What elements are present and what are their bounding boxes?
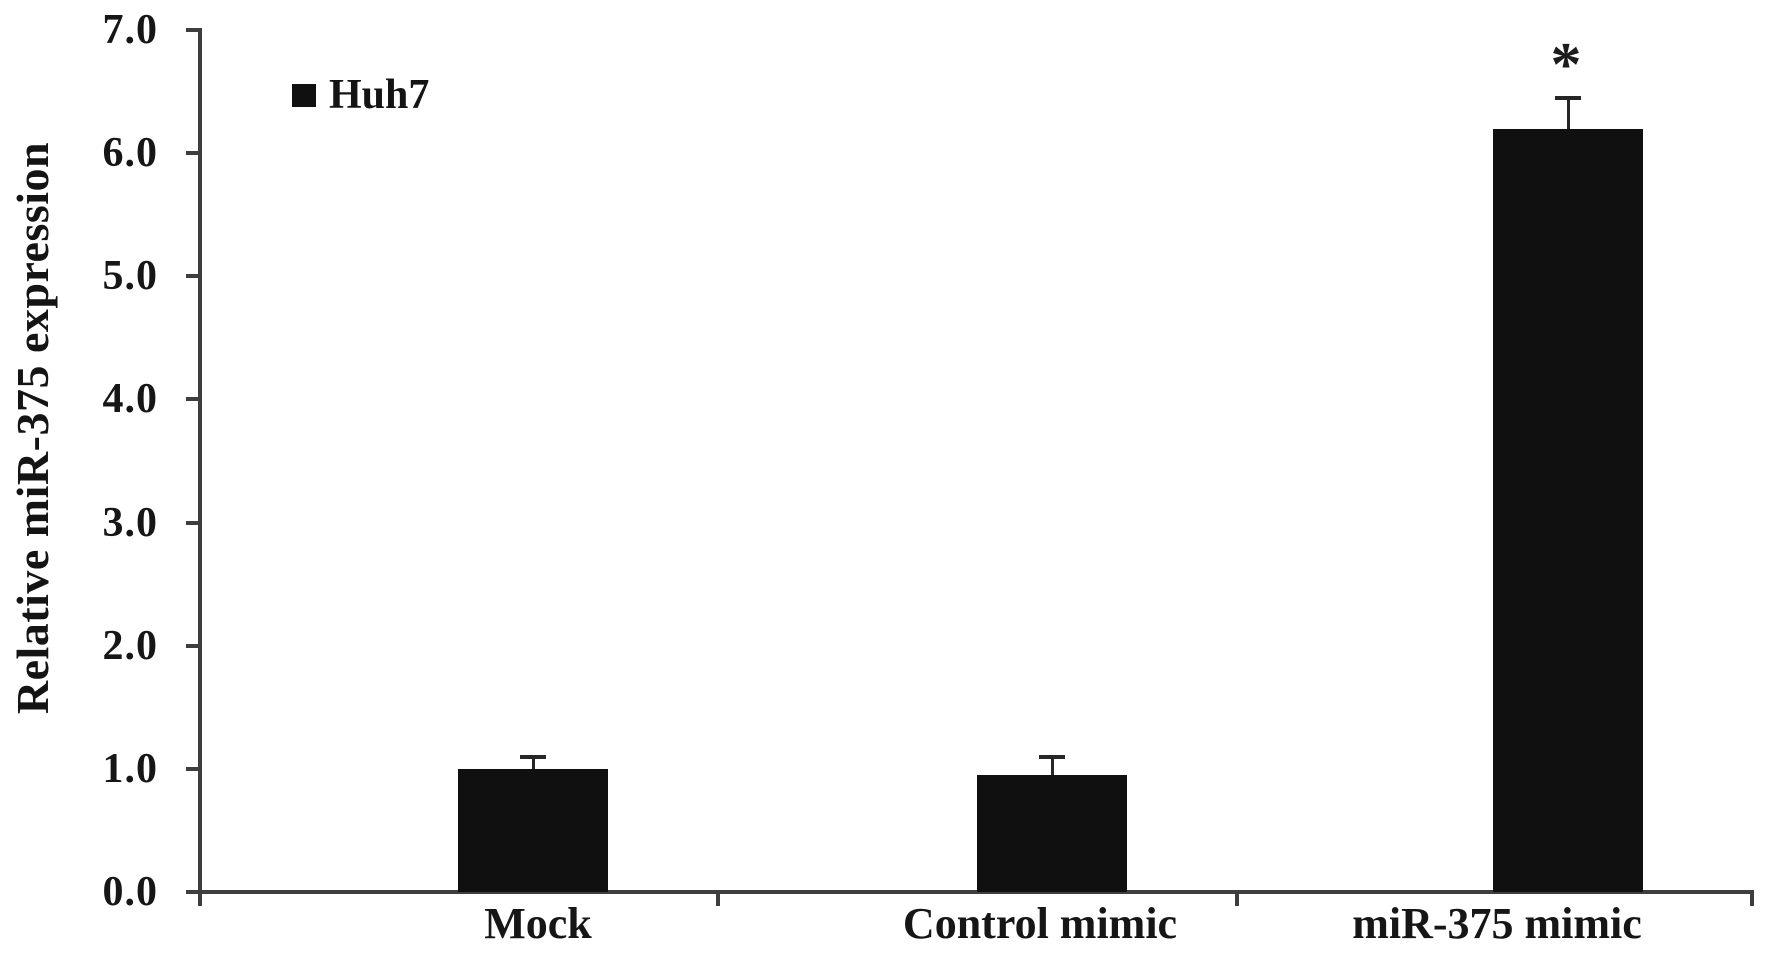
y-tick	[186, 766, 200, 771]
y-tick	[186, 643, 200, 648]
legend: Huh7	[292, 72, 429, 118]
y-tick-label: 7.0	[102, 7, 158, 53]
legend-square-marker-icon	[292, 83, 316, 107]
y-tick-label: 6.0	[102, 130, 158, 177]
x-category-label: miR-375 mimic	[1352, 899, 1642, 948]
y-tick	[186, 151, 200, 156]
error-bar-cap	[520, 754, 546, 759]
error-bar-cap	[1039, 754, 1065, 759]
y-axis-line	[198, 28, 202, 894]
significance-asterisk: *	[1550, 30, 1582, 99]
y-tick	[186, 890, 200, 894]
y-tick-label: 1.0	[102, 745, 158, 792]
legend-series-label: Huh7	[329, 72, 430, 118]
y-tick	[186, 28, 200, 32]
y-tick	[186, 520, 200, 525]
x-category-label: Mock	[484, 899, 592, 948]
x-tick	[1750, 892, 1754, 906]
y-tick	[186, 274, 200, 279]
bar-2	[977, 775, 1127, 892]
y-tick	[186, 397, 200, 402]
error-bar-cap	[1555, 95, 1581, 100]
x-category-label: Control mimic	[902, 899, 1178, 948]
error-bar-stem	[1566, 97, 1570, 135]
y-tick-label: 4.0	[102, 376, 158, 423]
x-tick	[716, 892, 720, 906]
y-tick-label: 0.0	[102, 869, 158, 915]
y-tick-label: 3.0	[102, 499, 158, 546]
bar-3	[1493, 128, 1643, 892]
x-tick	[1235, 892, 1239, 906]
x-axis-line	[198, 890, 1754, 894]
x-tick	[198, 892, 202, 906]
error-bar-stem	[531, 756, 535, 775]
error-bar-stem	[1050, 756, 1054, 781]
y-tick-label: 2.0	[102, 622, 158, 669]
bar-1	[458, 768, 608, 892]
y-tick-label: 5.0	[102, 253, 158, 300]
